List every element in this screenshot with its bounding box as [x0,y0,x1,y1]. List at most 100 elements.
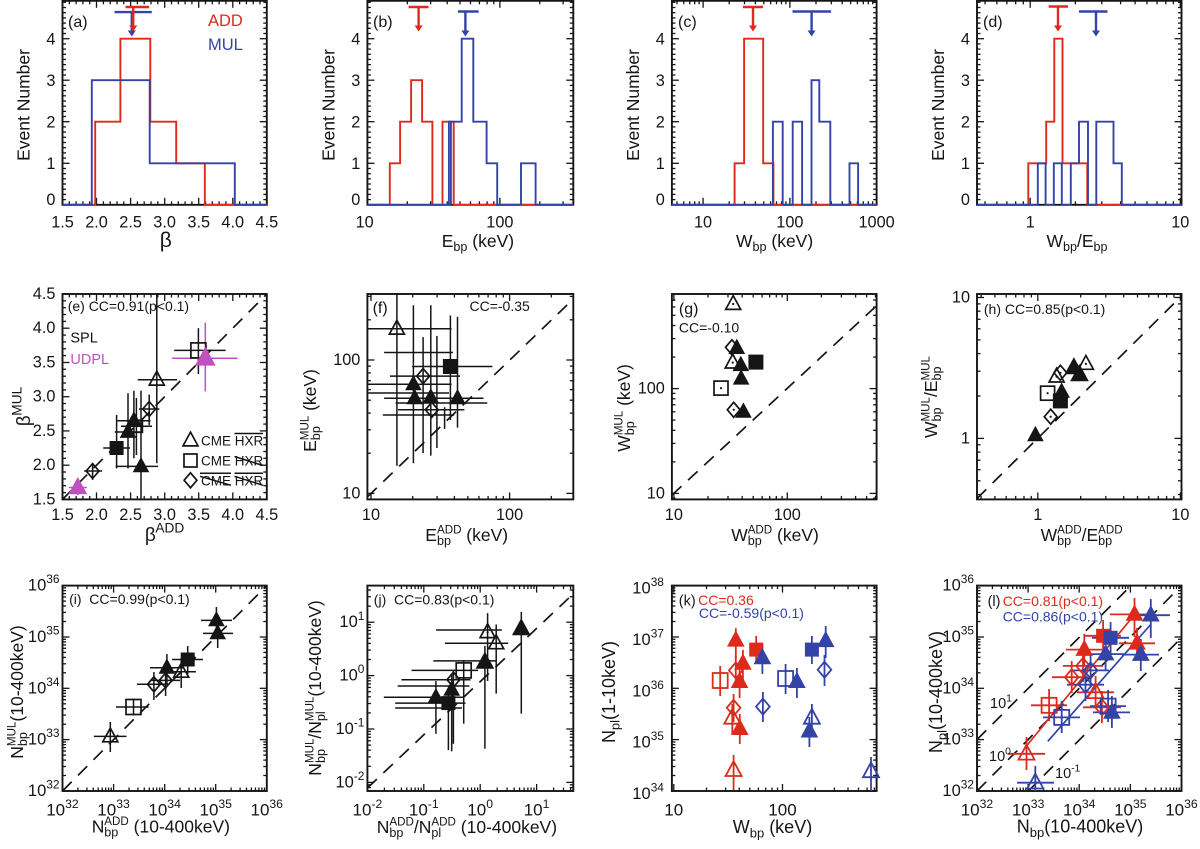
svg-text:bp: bp [753,240,767,254]
svg-text:4: 4 [961,30,970,48]
svg-text:MUL: MUL [303,738,316,763]
svg-text:/E: /E [921,380,941,397]
svg-text:34: 34 [46,675,60,689]
svg-text:(10-400keV): (10-400keV) [456,817,557,837]
svg-text:3.5: 3.5 [187,506,210,524]
svg-text:2: 2 [46,113,55,131]
svg-text:4.5: 4.5 [33,285,56,303]
svg-text:10: 10 [336,720,354,738]
svg-text:(keV): (keV) [614,364,634,411]
svg-text:1: 1 [351,155,360,173]
svg-text:(g): (g) [679,301,699,318]
svg-text:ADD: ADD [208,12,243,30]
svg-text:0: 0 [486,797,493,811]
svg-text:3: 3 [656,72,665,90]
svg-text:(f): (f) [373,300,388,317]
svg-text:W: W [614,435,634,452]
svg-text:CC=-0.10: CC=-0.10 [679,320,740,336]
svg-text:10: 10 [1055,766,1071,782]
svg-text:(d): (d) [983,14,1003,31]
svg-text:10: 10 [342,484,360,502]
svg-text:10: 10 [1063,801,1082,820]
svg-text:(a): (a) [68,14,88,31]
svg-text:Event Number: Event Number [318,49,338,161]
svg-text:pl: pl [314,711,328,721]
svg-text:/E: /E [1077,231,1094,251]
svg-text:35: 35 [218,797,232,811]
svg-text:10: 10 [632,580,650,598]
svg-text:10: 10 [942,782,960,800]
svg-text:MUL: MUL [612,410,625,435]
svg-text:E: E [425,525,437,545]
svg-text:(i) CC=0.99(p<0.1): (i) CC=0.99(p<0.1) [69,591,190,607]
svg-text:-1: -1 [354,716,365,730]
svg-text:ADD: ADD [389,815,413,828]
svg-text:(keV): (keV) [467,231,514,251]
svg-text:ADD: ADD [1098,523,1122,536]
svg-text:bp: bp [104,826,118,840]
svg-text:W: W [1041,525,1058,545]
svg-text:4: 4 [656,30,665,48]
svg-text:10: 10 [251,801,270,820]
svg-text:10: 10 [28,731,46,749]
svg-text:3.5: 3.5 [187,214,210,232]
svg-text:10: 10 [28,782,46,800]
svg-text:36: 36 [651,678,665,692]
svg-text:100: 100 [638,380,665,398]
svg-text:10: 10 [409,801,428,820]
svg-text:10: 10 [362,506,380,524]
svg-text:10: 10 [200,801,219,820]
svg-text:3.0: 3.0 [153,506,176,524]
svg-text:32: 32 [961,778,975,792]
svg-text:2.5: 2.5 [119,506,142,524]
svg-text:W: W [921,421,941,438]
svg-text:CC=-0.35: CC=-0.35 [470,298,531,314]
svg-text:36: 36 [269,797,283,811]
svg-text:bp: bp [930,407,944,421]
svg-text:CME HXR: CME HXR [201,454,264,469]
svg-text:bp: bp [1063,240,1077,254]
svg-text:2: 2 [351,113,360,131]
svg-text:bp: bp [1057,534,1071,548]
svg-text:2.0: 2.0 [85,506,108,524]
svg-text:1.5: 1.5 [51,506,74,524]
svg-text:10: 10 [942,679,960,697]
svg-text:4: 4 [351,30,360,48]
svg-text:MUL: MUL [919,355,932,380]
svg-text:MUL: MUL [919,396,932,421]
svg-text:10: 10 [524,801,543,820]
svg-text:β: β [145,525,156,546]
svg-text:1: 1 [1026,214,1035,232]
svg-text:(10-400keV): (10-400keV) [129,817,230,837]
svg-text:N: N [305,763,325,776]
svg-text:10: 10 [664,801,683,820]
svg-text:10: 10 [1012,801,1031,820]
svg-text:N: N [599,730,619,743]
svg-text:CC=0.86(p<0.1): CC=0.86(p<0.1) [1003,608,1103,624]
svg-text:bp: bp [389,826,403,840]
svg-text:35: 35 [46,624,60,638]
svg-text:2.5: 2.5 [33,422,56,440]
svg-text:pl: pl [934,730,949,740]
svg-text:2.0: 2.0 [85,214,108,232]
svg-text:(10-400keV): (10-400keV) [1044,817,1143,837]
svg-text:32: 32 [65,797,79,811]
svg-text:10: 10 [28,577,46,595]
svg-text:4.0: 4.0 [33,319,56,337]
svg-text:-1: -1 [1071,764,1080,775]
svg-text:1: 1 [656,155,665,173]
svg-text:10: 10 [942,731,960,749]
svg-text:34: 34 [1082,797,1096,811]
svg-text:ADD: ADD [437,523,461,536]
svg-text:100: 100 [333,351,360,369]
svg-text:4.0: 4.0 [221,214,244,232]
svg-text:4.5: 4.5 [256,506,279,524]
svg-text:(keV): (keV) [300,369,320,416]
svg-text:10: 10 [942,577,960,595]
svg-text:bp: bp [1094,240,1108,254]
svg-text:E: E [442,231,454,251]
svg-text:100: 100 [776,214,803,232]
svg-text:W: W [1047,231,1064,251]
svg-text:4.5: 4.5 [256,214,279,232]
svg-text:10: 10 [632,631,650,649]
